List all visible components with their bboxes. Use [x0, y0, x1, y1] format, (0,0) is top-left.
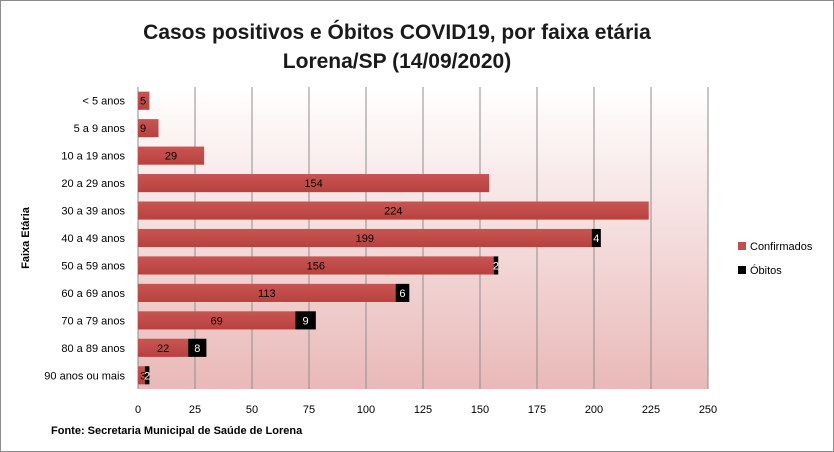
data-label-obitos: 2 [144, 370, 150, 382]
data-label-confirmados: 5 [140, 96, 146, 108]
bar-confirmados [138, 256, 494, 275]
y-tick-label: 80 a 89 anos [61, 343, 125, 355]
bar-confirmados [138, 146, 205, 165]
data-label-obitos: 9 [303, 315, 309, 327]
y-tick-label: 5 a 9 anos [74, 123, 126, 135]
y-tick-labels: < 5 anos 5 a 9 anos 10 a 19 anos 20 a 29 an… [44, 96, 125, 383]
x-tick-label: 125 [414, 404, 432, 416]
data-label-obitos: 4 [593, 233, 599, 245]
y-tick-label: 10 a 19 anos [61, 151, 125, 163]
bar-confirmados [138, 91, 150, 110]
y-tick-label: 70 a 79 anos [61, 315, 125, 327]
x-tick-label: 50 [246, 404, 258, 416]
x-tick-label: 25 [189, 404, 201, 416]
data-label-confirmados: 3 [140, 370, 146, 382]
data-label-confirmados: 69 [211, 315, 223, 327]
x-tick-label: 175 [528, 404, 546, 416]
y-tick-label: 60 a 69 anos [61, 288, 125, 300]
data-label-confirmados: 224 [384, 206, 402, 218]
data-label-confirmados: 199 [356, 233, 374, 245]
data-label-confirmados: 156 [307, 260, 325, 272]
legend-swatch [738, 242, 746, 250]
bar-confirmados [138, 119, 159, 138]
chart-title-line-2: Lorena/SP (14/09/2020) [283, 50, 511, 73]
bar-confirmados [138, 283, 396, 302]
data-label-confirmados: 113 [258, 288, 276, 300]
bar-obitos [144, 366, 150, 385]
bar-confirmados [138, 228, 592, 248]
y-axis-title: Faixa Etária [20, 206, 32, 269]
y-tick-label: < 5 anos [82, 96, 125, 108]
y-tick-label: 50 a 59 anos [61, 260, 125, 272]
bar-confirmados [138, 311, 296, 330]
bar-confirmados [138, 201, 649, 220]
y-tick-label: 30 a 39 anos [61, 206, 125, 218]
chart-title-line-1: Casos positivos e Óbitos COVID19, por fa… [143, 20, 651, 44]
y-tick-label: 40 a 49 anos [61, 233, 125, 245]
legend-swatch [738, 266, 746, 274]
y-tick-label: 20 a 29 anos [61, 178, 125, 190]
x-tick-label: 0 [135, 404, 141, 416]
bar-confirmados [138, 174, 490, 193]
bar-confirmados [138, 366, 145, 385]
x-tick-label: 200 [585, 404, 603, 416]
source-note: Fonte: Secretaria Municipal de Saúde de … [51, 425, 303, 437]
bar-obitos [295, 311, 316, 330]
x-tick-label: 225 [642, 404, 660, 416]
data-label-obitos: 2 [493, 260, 499, 272]
data-label-confirmados: 154 [304, 178, 322, 190]
bar-confirmados [138, 338, 189, 357]
legend-label: Confirmados [750, 241, 813, 253]
bar-obitos [395, 283, 410, 302]
legend: Confirmados Óbitos [738, 241, 813, 277]
bars [138, 91, 649, 385]
legend-label: Óbitos [750, 264, 782, 277]
y-tick-label: 90 anos ou mais [44, 370, 125, 382]
bar-obitos [591, 228, 601, 248]
x-tick-label: 250 [699, 404, 717, 416]
x-tick-label: 150 [471, 404, 489, 416]
data-label-confirmados: 9 [140, 123, 146, 135]
bar-obitos [188, 338, 207, 357]
bar-obitos [493, 256, 499, 275]
x-tick-labels: 0 25 50 75 100 125 150 175 200 225 250 [135, 404, 717, 416]
data-label-confirmados: 22 [157, 343, 169, 355]
data-label-obitos: 8 [194, 343, 200, 355]
x-tick-label: 75 [303, 404, 315, 416]
data-label-confirmados: 29 [165, 151, 177, 163]
x-tick-label: 100 [357, 404, 375, 416]
data-label-obitos: 6 [399, 288, 405, 300]
